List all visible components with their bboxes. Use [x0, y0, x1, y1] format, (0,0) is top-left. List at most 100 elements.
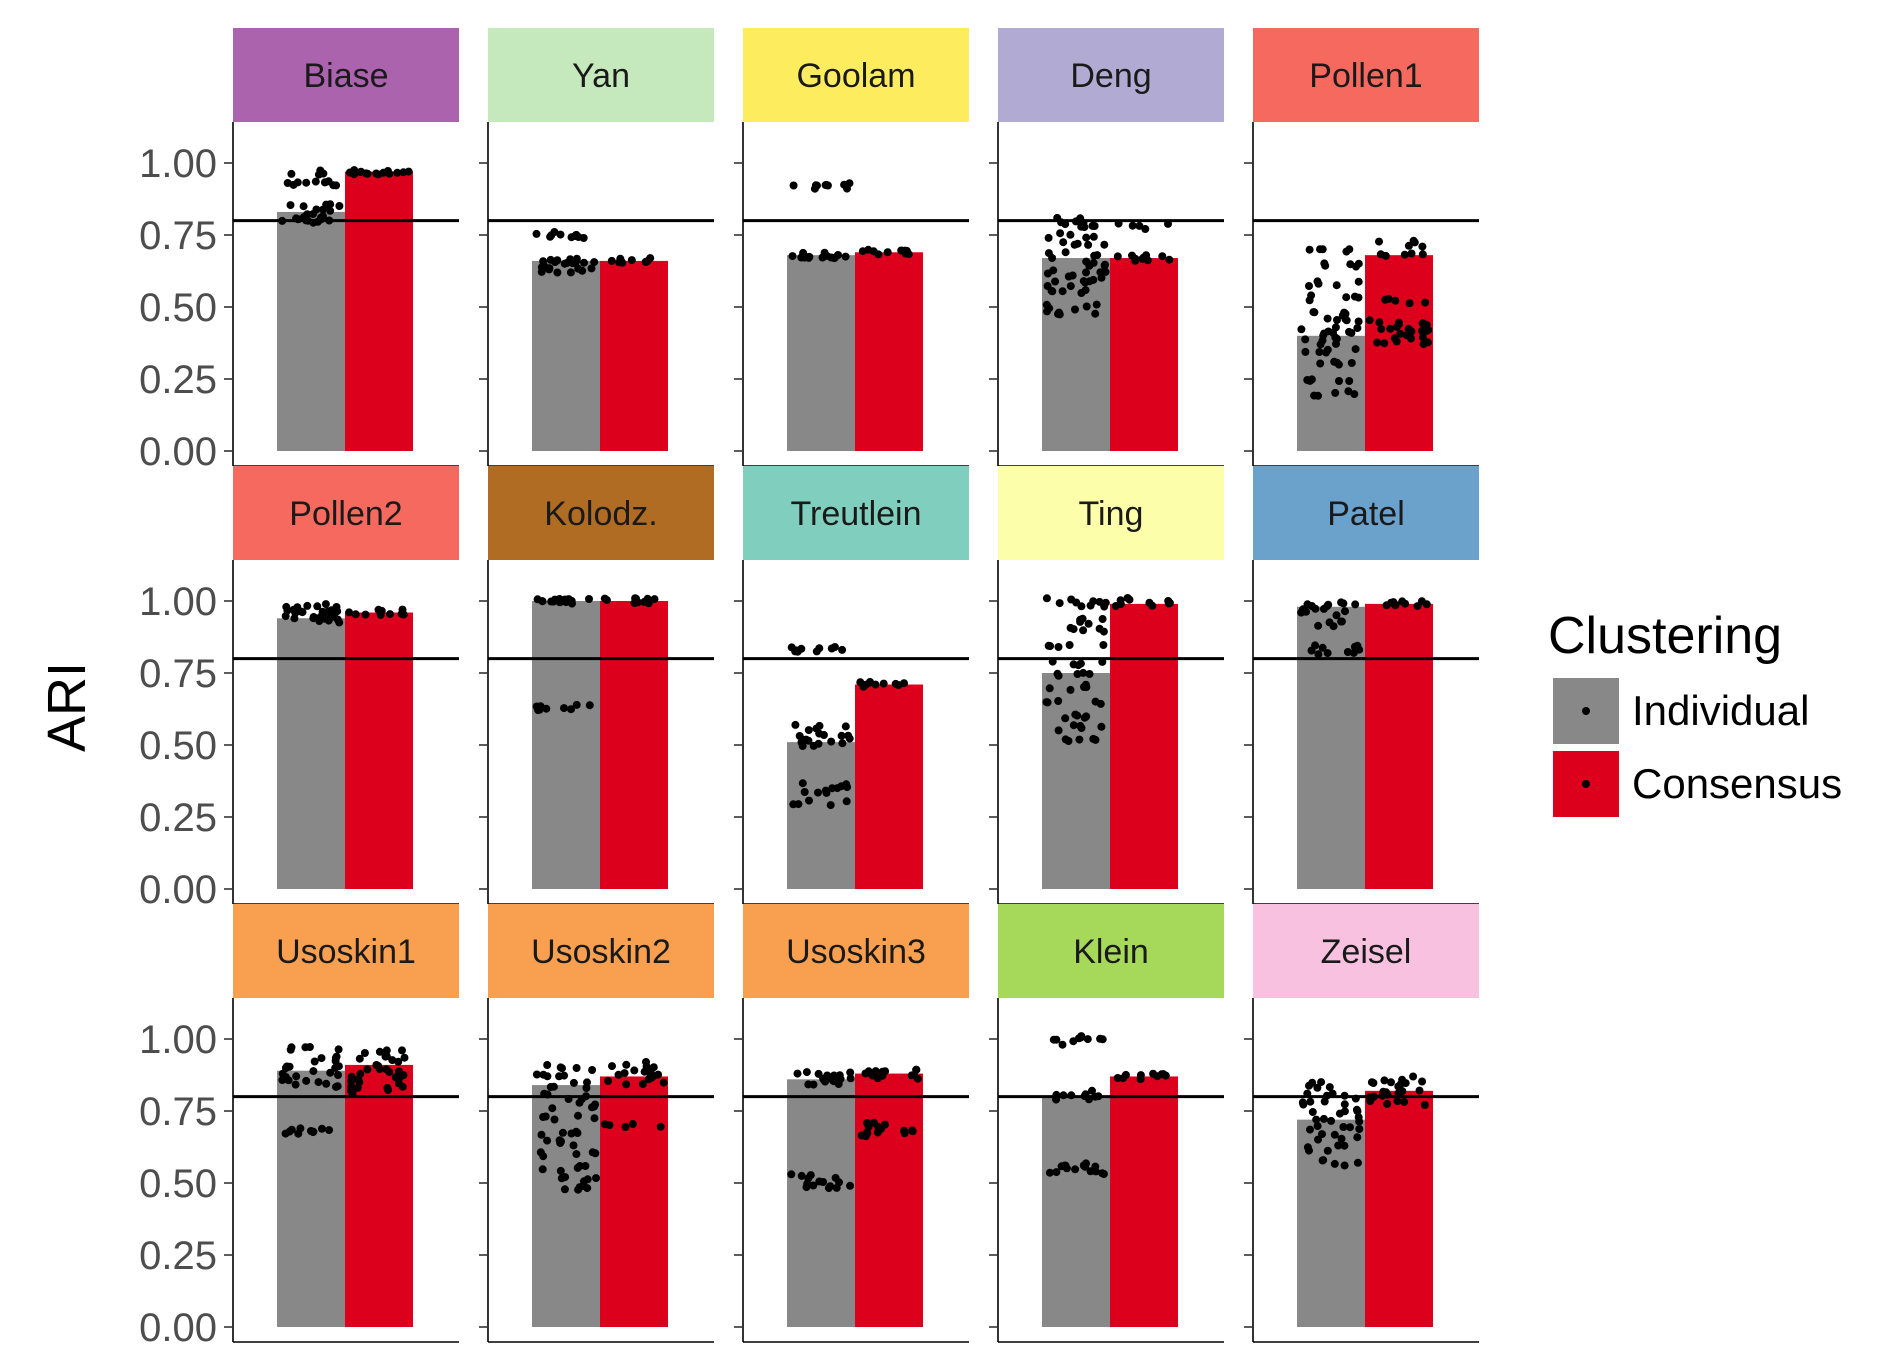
point-individual-usoskin3 — [797, 1171, 806, 1180]
point-individual-goolam — [811, 181, 820, 190]
point-individual-pollen1 — [1354, 277, 1363, 286]
strip-label-klein: Klein — [1073, 933, 1149, 971]
strip-label-yan: Yan — [572, 57, 630, 95]
point-consensus-usoskin1 — [394, 1057, 403, 1066]
point-consensus-usoskin1 — [355, 1054, 364, 1063]
point-individual-usoskin2 — [536, 1148, 545, 1157]
point-consensus-pollen1 — [1386, 324, 1395, 333]
y-tick-label: 0.00 — [139, 430, 217, 474]
point-individual-patel — [1323, 602, 1332, 611]
point-individual-biase — [311, 177, 320, 186]
strip-pollen1 — [1253, 28, 1479, 122]
point-consensus-deng — [1135, 221, 1144, 230]
point-individual-patel — [1350, 642, 1359, 651]
point-individual-usoskin3 — [819, 1178, 828, 1186]
point-individual-usoskin1 — [334, 1045, 343, 1054]
panel-biase: Biase 0.00 0.25 0.50 0.75 1.00 — [139, 28, 459, 474]
point-individual-usoskin2 — [548, 1104, 557, 1113]
point-individual-usoskin2 — [543, 1136, 552, 1145]
point-individual-zeisel — [1298, 1098, 1307, 1107]
point-individual-usoskin2 — [583, 1184, 592, 1193]
point-individual-ting — [1084, 619, 1093, 628]
point-consensus-usoskin2 — [659, 1078, 668, 1087]
panel-usoskin2: Usoskin2 — [479, 904, 714, 1343]
point-consensus-biase — [350, 166, 359, 175]
point-individual-ting — [1061, 714, 1070, 723]
point-individual-usoskin2 — [558, 1064, 566, 1073]
point-individual-zeisel — [1340, 1100, 1349, 1109]
y-tick-label: 0.75 — [139, 214, 217, 258]
point-individual-usoskin2 — [550, 1115, 559, 1124]
point-individual-ting — [1081, 680, 1090, 689]
point-individual-goolam — [841, 252, 850, 261]
point-individual-usoskin2 — [532, 1070, 541, 1079]
strip-label-goolam: Goolam — [796, 57, 915, 95]
point-individual-usoskin1 — [278, 1076, 287, 1084]
point-individual-yan — [560, 259, 569, 268]
point-individual-zeisel — [1330, 1159, 1339, 1168]
point-individual-pollen1 — [1345, 377, 1354, 385]
point-individual-klein — [1069, 1037, 1078, 1046]
point-individual-usoskin3 — [787, 1170, 796, 1179]
point-individual-pollen1 — [1303, 376, 1312, 384]
point-individual-kolodz — [542, 704, 551, 713]
bar-consensus-klein — [1110, 1076, 1178, 1327]
point-consensus-usoskin2 — [656, 1122, 665, 1131]
point-individual-ting — [1080, 713, 1089, 722]
point-individual-usoskin2 — [590, 1114, 599, 1123]
point-consensus-pollen1 — [1381, 251, 1390, 260]
bar-consensus-deng — [1110, 258, 1178, 451]
point-individual-yan — [568, 259, 577, 268]
point-individual-treutlein — [793, 647, 802, 656]
point-consensus-pollen1 — [1405, 299, 1414, 308]
point-individual-pollen1 — [1329, 328, 1337, 337]
strip-label-zeisel: Zeisel — [1321, 933, 1412, 971]
point-individual-usoskin2 — [592, 1174, 600, 1183]
point-individual-treutlein — [837, 731, 846, 740]
point-individual-deng — [1058, 287, 1067, 296]
point-consensus-pollen1 — [1419, 340, 1428, 349]
point-individual-deng — [1082, 257, 1091, 266]
point-individual-deng — [1091, 309, 1100, 318]
point-individual-ting — [1042, 594, 1051, 603]
point-individual-zeisel — [1308, 1108, 1317, 1116]
point-individual-pollen1 — [1333, 316, 1341, 324]
y-tick-label: 0.50 — [139, 1162, 217, 1206]
point-individual-zeisel — [1319, 1114, 1328, 1123]
point-consensus-usoskin1 — [381, 1052, 390, 1061]
point-consensus-pollen2 — [361, 610, 370, 619]
point-consensus-usoskin1 — [398, 1046, 406, 1055]
point-individual-ting — [1054, 726, 1063, 735]
point-individual-zeisel — [1340, 1161, 1349, 1170]
point-consensus-usoskin2 — [622, 1060, 631, 1069]
point-individual-klein — [1071, 1165, 1080, 1174]
point-individual-usoskin2 — [574, 1111, 582, 1120]
point-individual-usoskin2 — [590, 1102, 599, 1111]
bar-consensus-zeisel — [1365, 1090, 1433, 1327]
point-consensus-patel — [1387, 598, 1396, 607]
point-individual-patel — [1325, 618, 1334, 627]
point-individual-pollen2 — [335, 618, 344, 627]
point-individual-ting — [1045, 684, 1054, 693]
point-individual-deng — [1084, 240, 1093, 249]
point-consensus-usoskin1 — [375, 1047, 384, 1056]
point-individual-pollen1 — [1307, 291, 1316, 300]
point-individual-usoskin1 — [334, 1071, 342, 1079]
strip-klein — [998, 904, 1224, 998]
strip-label-kolodz: Kolodz. — [544, 495, 657, 533]
point-consensus-pollen1 — [1422, 326, 1431, 335]
bar-consensus-treutlein — [855, 684, 923, 889]
point-individual-yan — [545, 264, 554, 273]
point-individual-pollen2 — [298, 608, 307, 617]
point-individual-pollen1 — [1316, 359, 1325, 368]
point-consensus-patel — [1413, 602, 1422, 611]
panel-deng: Deng — [989, 28, 1224, 467]
point-individual-klein — [1088, 1086, 1096, 1095]
point-individual-pollen1 — [1332, 281, 1341, 290]
point-consensus-zeisel — [1398, 1087, 1407, 1096]
point-individual-kolodz — [585, 595, 593, 603]
point-individual-deng — [1077, 222, 1086, 231]
point-individual-zeisel — [1330, 1130, 1339, 1139]
point-consensus-deng — [1128, 221, 1137, 230]
point-individual-deng — [1088, 221, 1097, 230]
